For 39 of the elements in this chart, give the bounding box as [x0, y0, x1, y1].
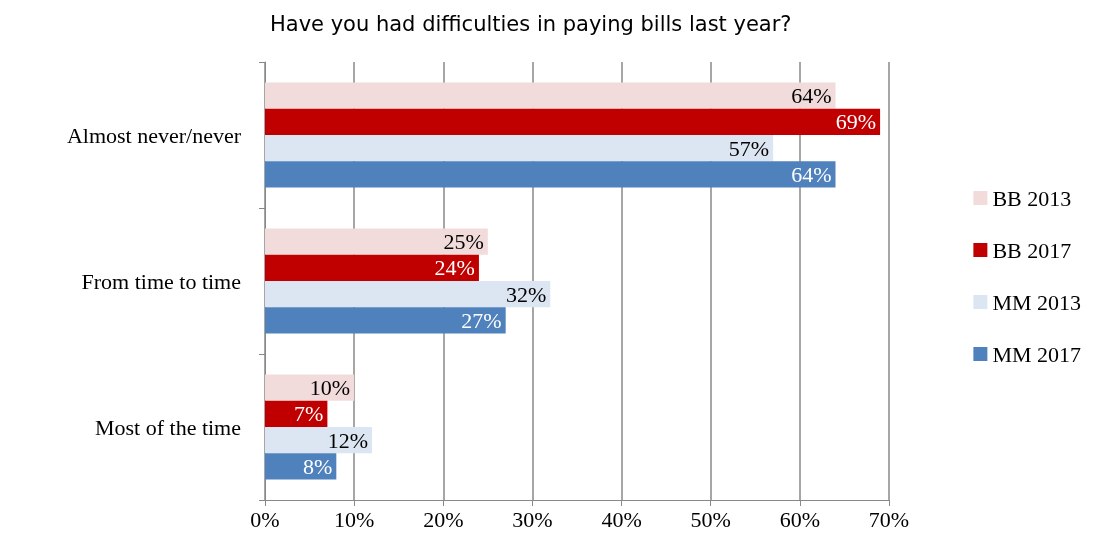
y-tick-label: Almost never/never — [66, 122, 242, 148]
data-label: 24% — [434, 255, 475, 281]
bar — [265, 161, 836, 188]
legend-label: BB 2017 — [992, 237, 1072, 263]
data-label: 25% — [443, 229, 484, 255]
bar — [265, 108, 881, 135]
chart-title: Have you had difficulties in paying bills last year? — [270, 11, 792, 36]
data-label: 8% — [302, 453, 333, 479]
bar — [265, 307, 506, 334]
bar — [265, 427, 372, 454]
x-tick-label: 70% — [868, 506, 910, 532]
data-label: 69% — [835, 109, 877, 135]
x-tick-label: 20% — [423, 506, 464, 532]
y-tick-label: From time to time — [81, 268, 241, 294]
x-tick-label: 30% — [512, 506, 553, 532]
data-label: 64% — [791, 161, 832, 187]
bar — [265, 135, 774, 162]
x-tick-label: 0% — [250, 506, 280, 532]
data-label: 7% — [294, 401, 324, 427]
bar — [265, 82, 836, 109]
bar — [265, 453, 337, 480]
x-tick-label: 10% — [333, 506, 375, 532]
data-label: 32% — [505, 281, 547, 307]
data-label: 27% — [461, 307, 502, 333]
data-label: 64% — [791, 83, 832, 109]
legend-label: BB 2013 — [992, 185, 1072, 211]
y-tick-label: Most of the time — [94, 414, 241, 440]
x-tick-label: 50% — [690, 506, 731, 532]
data-label: 10% — [309, 375, 351, 401]
x-tick-label: 60% — [779, 506, 821, 532]
x-tick-label: 40% — [601, 506, 642, 532]
bar — [265, 228, 488, 255]
data-label: 12% — [327, 427, 368, 453]
bar — [265, 254, 479, 281]
bar — [265, 281, 551, 308]
data-label: 57% — [728, 135, 770, 161]
legend-label: MM 2017 — [992, 341, 1081, 367]
bar — [265, 374, 355, 401]
legend-label: MM 2013 — [992, 289, 1081, 315]
